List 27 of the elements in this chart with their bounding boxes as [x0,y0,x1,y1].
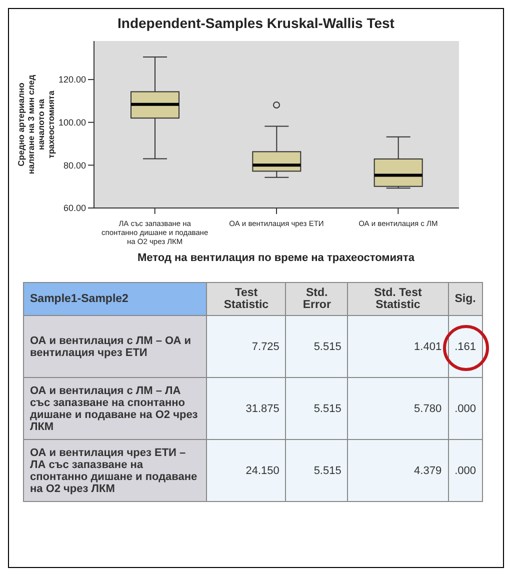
x-axis-title: Метод на вентилация по време на трахеостомията [136,252,416,264]
text: 24.150 [206,440,286,502]
y-tick-label: 60.00 [63,203,86,214]
y-tick-label: 120.00 [58,74,86,85]
text: 5.515 [286,316,348,378]
text: 5.780 [348,378,448,440]
chart-title: Independent-Samples Kruskal-Wallis Test [116,15,396,31]
text: ОА и вентилация с ЛМ – ЛА със запазване на спонтанно дишане и подаване на О2 чрез ЛКМ [24,378,206,440]
text: .000 [448,378,482,440]
text: Test Statistic [206,282,286,316]
y-tick-label: 80.00 [63,160,86,170]
text: 4.379 [348,440,448,502]
text: 5.515 [286,378,348,440]
text: Sample1-Sample2 [24,282,206,316]
text: Std. Error [286,282,348,316]
y-tick-label: 100.00 [58,118,86,128]
text: 7.725 [206,316,286,378]
y-axis-title: Средно артериално налягане на 3 мин след началото на трахеостомията [16,74,56,174]
text: 1.401 [348,316,448,378]
text: .161 [454,340,476,352]
text: ОА и вентилация чрез ЕТИ – ЛА със запазване на спонтанно дишане и подаване на О2 чрез ЛКМ [24,440,206,502]
text: 5.515 [286,440,348,502]
text: ОА и вентилация с ЛМ – ОА и вентилация чрез ЕТИ [24,316,206,378]
text: 31.875 [206,378,286,440]
text: Std. Test Statistic [348,282,448,316]
text: .000 [448,440,482,502]
text: Sig. [448,282,482,316]
